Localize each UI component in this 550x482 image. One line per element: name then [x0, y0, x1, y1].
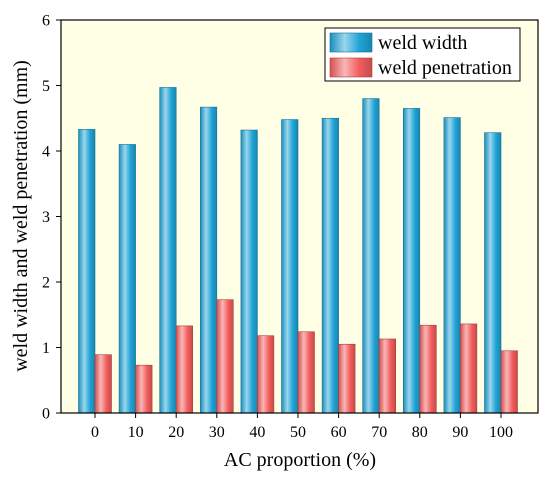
- bar-weld-width-20: [159, 87, 177, 414]
- bar-weld-width-30: [200, 106, 218, 414]
- y-tick-label: 2: [42, 275, 50, 292]
- bar-weld-penetration-60: [338, 343, 356, 414]
- bar-weld-width-0: [78, 129, 96, 414]
- bars: [78, 87, 518, 414]
- x-tick-label: 40: [249, 424, 265, 441]
- bar-weld-width-10: [118, 144, 136, 414]
- y-tick-label: 4: [42, 144, 50, 161]
- y-axis: 0 1 2 3 4 5 6: [42, 13, 61, 423]
- x-tick-label: 10: [128, 424, 144, 441]
- bar-weld-penetration-90: [460, 323, 478, 414]
- bar-weld-penetration-0: [94, 354, 112, 414]
- y-tick-label: 1: [42, 340, 50, 357]
- x-tick-label: 30: [209, 424, 225, 441]
- x-axis-label: AC proportion (%): [224, 449, 376, 471]
- y-axis-label: weld width and weld penetration (mm): [10, 60, 32, 372]
- y-tick-label: 5: [42, 78, 50, 95]
- y-tick-label: 0: [42, 406, 50, 423]
- bar-weld-width-90: [443, 117, 461, 414]
- y-tick-label: 6: [42, 13, 50, 30]
- bar-weld-width-50: [281, 119, 299, 414]
- bar-weld-width-100: [484, 132, 502, 414]
- bar-weld-width-60: [321, 117, 339, 414]
- legend-label-weld-width: weld width: [378, 32, 467, 54]
- legend-swatch-weld-penetration: [329, 57, 373, 78]
- bar-weld-penetration-100: [500, 350, 518, 414]
- x-tick-label: 0: [91, 424, 99, 441]
- bar-weld-penetration-10: [135, 364, 153, 414]
- legend-label-weld-penetration: weld penetration: [378, 57, 512, 79]
- bar-weld-penetration-20: [175, 325, 193, 414]
- legend-swatch-weld-width: [329, 32, 373, 53]
- legend: weld width weld penetration: [324, 27, 521, 82]
- x-tick-label: 90: [452, 424, 468, 441]
- bar-weld-width-40: [240, 129, 258, 414]
- x-tick-label: 70: [371, 424, 387, 441]
- x-tick-label: 50: [290, 424, 306, 441]
- bar-weld-penetration-80: [419, 324, 437, 414]
- x-tick-label: 100: [489, 424, 513, 441]
- bar-weld-penetration-70: [378, 338, 397, 414]
- x-axis: 0 10 20 30 40 50 60 70 80 90 100: [91, 413, 513, 441]
- bar-weld-penetration-50: [297, 331, 315, 414]
- bar-weld-width-70: [362, 98, 380, 414]
- bar-weld-penetration-40: [257, 335, 275, 414]
- bar-weld-width-80: [402, 108, 421, 414]
- x-tick-label: 20: [168, 424, 184, 441]
- x-tick-label: 80: [412, 424, 428, 441]
- bar-weld-penetration-30: [216, 299, 234, 414]
- y-tick-label: 3: [42, 209, 50, 226]
- x-tick-label: 60: [331, 424, 347, 441]
